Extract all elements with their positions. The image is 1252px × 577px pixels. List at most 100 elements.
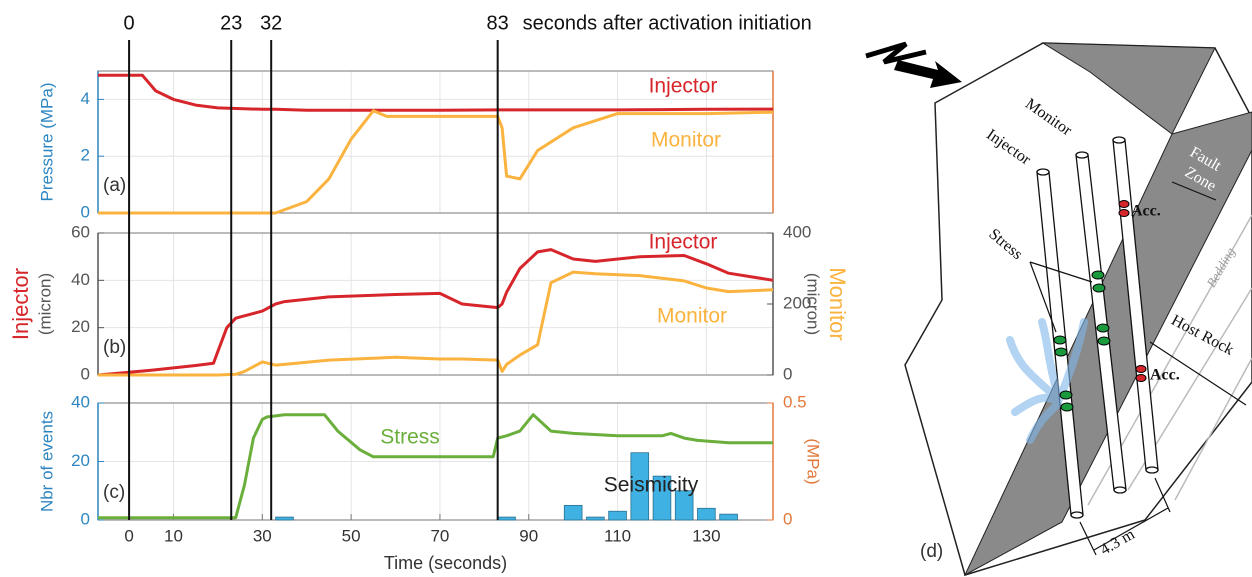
- flow-path: [1026, 400, 1062, 444]
- accelerometer: [1118, 200, 1130, 208]
- stress-sensor: [1096, 323, 1110, 333]
- host-rock-arrow: [1149, 341, 1247, 406]
- stress-sensor: [1053, 335, 1067, 345]
- borehole-top: [1075, 151, 1089, 159]
- sensor-label: Acc.: [1131, 203, 1161, 220]
- x-tick-label: 0: [124, 526, 133, 545]
- series-line: [97, 248, 774, 377]
- north-arrow: [865, 41, 927, 65]
- event-label: 83: [487, 12, 509, 34]
- bar: [697, 507, 716, 521]
- event-label: 32: [260, 12, 282, 34]
- x-tick-label: 90: [519, 526, 538, 545]
- y-tick-label: 20: [71, 451, 90, 470]
- stress-sensor: [1054, 347, 1068, 357]
- x-axis-label: Time (seconds): [384, 553, 507, 573]
- flow-path: [1038, 318, 1062, 400]
- stress-sensor: [1059, 390, 1073, 400]
- event-label: 0: [124, 12, 135, 34]
- x-tick-label: 130: [692, 526, 720, 545]
- borehole-top: [1036, 168, 1050, 176]
- dimension-line: [1154, 477, 1171, 513]
- panel-label: (d): [920, 541, 943, 562]
- series-label: Monitor: [651, 129, 721, 152]
- borehole-bottom: [1113, 486, 1127, 494]
- event-label: 23: [220, 12, 242, 34]
- sensors: [1053, 200, 1147, 412]
- y-axis-label: Nbr of events: [37, 411, 56, 512]
- bar: [563, 504, 583, 521]
- borehole-bottom: [1070, 511, 1084, 519]
- dimension-line: [1093, 507, 1169, 551]
- flow-path: [1006, 336, 1062, 404]
- y2-tick-label: 0.5: [783, 392, 807, 411]
- x-tick-label: 50: [342, 526, 361, 545]
- panel-label: (a): [103, 175, 126, 196]
- bar: [275, 516, 294, 521]
- y-tick-label: 2: [81, 146, 90, 165]
- series-label: Monitor: [657, 305, 727, 328]
- bar: [674, 490, 694, 521]
- series-label: Seismicity: [604, 474, 699, 497]
- series-label: Injector: [649, 75, 718, 98]
- bar: [652, 475, 672, 521]
- stress-sensor: [1091, 270, 1105, 280]
- y-axis-label: Injector: [8, 268, 33, 340]
- series-label: Injector: [649, 231, 718, 254]
- bar: [719, 513, 738, 521]
- series-line: [98, 109, 774, 215]
- y-tick-label: 40: [71, 392, 90, 411]
- y2-tick-label: 0: [783, 509, 792, 528]
- panel-label: (b): [103, 337, 126, 358]
- bar: [630, 452, 650, 521]
- x-tick-label: 110: [604, 526, 631, 545]
- flow-path: [1056, 318, 1088, 402]
- x-tick-label: 70: [430, 526, 449, 545]
- series-line: [98, 73, 774, 112]
- y2-axis-label: (MPa): [804, 438, 823, 484]
- bar: [608, 510, 627, 521]
- y2-axis-label: (micron): [804, 273, 823, 335]
- bar: [586, 516, 605, 521]
- borehole-top: [1112, 136, 1126, 144]
- y-tick-label: 0: [81, 202, 90, 221]
- series-line: [98, 270, 774, 377]
- y-axis-label: (micron): [35, 273, 54, 335]
- y-tick-label: 0: [81, 364, 90, 383]
- flow-path: [1011, 393, 1062, 416]
- dimension-line: [1079, 521, 1097, 556]
- stress-sensor: [1060, 402, 1074, 412]
- event-caption: seconds after activation initiation: [523, 12, 812, 34]
- fault-width-arrow: [1171, 181, 1217, 201]
- y-tick-label: 4: [81, 89, 90, 108]
- bedding-line: [1174, 357, 1252, 501]
- y2-tick-label: 400: [783, 222, 811, 241]
- y-tick-label: 40: [71, 270, 90, 289]
- stress-sensor: [1092, 283, 1106, 293]
- stress-pointer: [1029, 261, 1093, 283]
- x-tick-label: 30: [253, 526, 272, 545]
- borehole-bottom: [1145, 466, 1159, 474]
- y-tick-label: 20: [71, 317, 90, 336]
- sensor-label: Acc.: [1150, 367, 1180, 384]
- y-tick-label: 0: [81, 509, 90, 528]
- series-line: [98, 413, 773, 520]
- panel-label: (c): [103, 482, 125, 503]
- north-arrow-head: [894, 60, 962, 88]
- stress-sensor: [1097, 336, 1111, 346]
- site-diagram: Bedding: [865, 41, 1252, 577]
- series-label: Stress: [380, 426, 440, 449]
- stimulation-flow: [1006, 318, 1088, 444]
- pointers: [1029, 181, 1247, 556]
- bar: [497, 516, 516, 521]
- y2-axis-label: Monitor: [825, 267, 850, 340]
- y2-tick-label: 0: [783, 364, 792, 383]
- accelerometer: [1135, 374, 1147, 382]
- stress-pointer: [1029, 261, 1057, 333]
- y-axis-label: Pressure (MPa): [37, 82, 56, 201]
- x-tick-label: 10: [164, 526, 183, 545]
- y2-tick-label: 200: [783, 293, 811, 312]
- accelerometer: [1135, 365, 1147, 373]
